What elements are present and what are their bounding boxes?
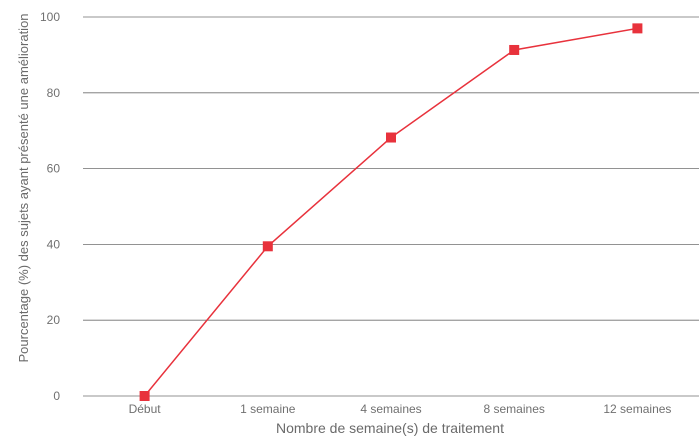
data-point-marker <box>509 44 520 55</box>
x-tick-label: 1 semaine <box>240 402 296 416</box>
y-tick-label: 40 <box>47 237 61 251</box>
y-tick-labels: 0 20 40 60 80 100 <box>40 10 60 403</box>
x-tick-label: 4 semaines <box>360 402 421 416</box>
y-tick-label: 80 <box>47 86 61 100</box>
data-point-marker <box>139 391 150 401</box>
gridlines <box>83 16 699 397</box>
data-point-marker <box>632 23 643 34</box>
x-tick-label: 8 semaines <box>484 402 545 416</box>
series-group <box>139 23 643 401</box>
x-tick-label: 12 semaines <box>603 402 671 416</box>
x-tick-labels: Début 1 semaine 4 semaines 8 semaines 12 sem… <box>129 402 672 416</box>
x-axis-title: Nombre de semaine(s) de traitement <box>276 420 504 436</box>
y-tick-label: 100 <box>40 10 60 24</box>
x-tick-label: Début <box>129 402 162 416</box>
y-tick-label: 20 <box>47 313 61 327</box>
data-point-marker <box>262 241 273 252</box>
y-tick-label: 0 <box>53 389 60 403</box>
data-point-marker <box>386 132 396 143</box>
y-axis-title: Pourcentage (%) des sujets ayant présent… <box>16 13 31 362</box>
series-line <box>144 27 638 397</box>
y-tick-label: 60 <box>47 162 61 176</box>
